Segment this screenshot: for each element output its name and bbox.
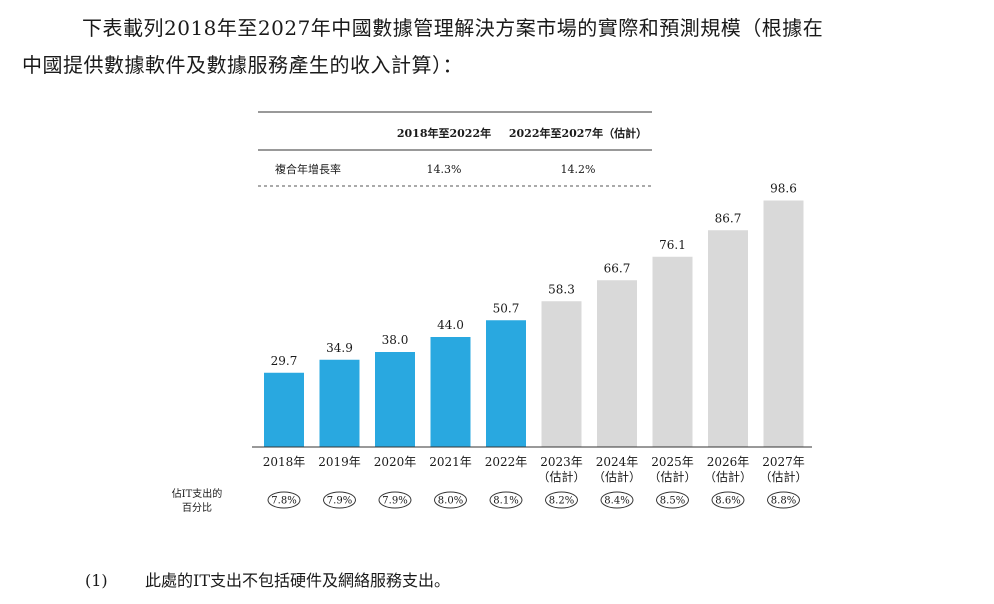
bar-value-label-10: 98.6 [770,182,797,196]
cagr-value-period-2: 14.2% [561,163,596,176]
it-spend-value-3: 7.9% [382,496,407,507]
cagr-value-period-1: 14.3% [427,163,462,176]
intro-line-2: 中國提供數據軟件及數據服務產生的收入計算）： [22,53,463,77]
it-spend-label-line-2: 百分比 [182,502,212,514]
x-tick-label-2: 2019年 [318,455,361,469]
bar-value-label-3: 38.0 [382,333,409,347]
it-spend-row: 佔IT支出的 百分比 7.8% 7.9% 7.9% 8.0% 8.1% 8.2% 8.4% 8… [172,487,800,514]
it-spend-value-9: 8.6% [715,496,740,507]
bar-value-label-7: 66.7 [604,261,631,275]
bar-value-label-6: 58.3 [548,282,575,296]
x-tick-label-9: 2026年 [707,455,750,469]
bar-1 [264,372,304,447]
it-spend-badge-9 [711,491,745,509]
bar-value-label-9: 86.7 [715,211,742,225]
x-tick-note-9: （估計） [704,469,752,484]
it-spend-value-10: 8.8% [771,496,796,507]
x-tick-label-8: 2025年 [651,455,694,469]
bar-series [264,200,804,447]
x-tick-label-6: 2023年 [540,455,583,469]
it-spend-value-8: 8.5% [660,496,685,507]
it-spend-badge-8 [656,491,689,509]
x-tick-label-3: 2020年 [374,455,417,469]
x-tick-label-10: 2027年 [762,455,805,469]
bar-8 [652,256,693,447]
bar-value-label-8: 76.1 [659,238,686,252]
x-tick-label-7: 2024年 [596,455,639,469]
it-spend-badge-5 [489,491,523,509]
bar-10 [763,200,804,447]
it-spend-badge-6 [545,491,578,509]
x-tick-note-8: （估計） [648,469,696,484]
cagr-header-period-1: 2018年至2022年 [397,126,491,140]
bar-3 [375,352,415,447]
cagr-header-period-2: 2022年至2027年（估計） [509,126,647,140]
cagr-row-label: 複合年增長率 [275,162,341,176]
intro-paragraph: 下表載列2018年至2027年中國數據管理解決方案市場的實際和預測規模（根據在 … [22,10,972,84]
x-axis-labels: 2018年 2019年 2020年 2021年 2022年 2023年（估計）2024年（… [263,455,808,484]
bar-2 [319,359,360,447]
bar-4 [430,337,471,447]
bar-9 [708,230,748,447]
it-spend-value-4: 8.0% [438,496,463,507]
it-spend-badge-3 [378,491,412,509]
it-spend-value-5: 8.1% [493,496,518,507]
bar-value-label-5: 50.7 [493,301,520,315]
it-spend-badge-7 [600,491,634,509]
it-spend-badge-10 [767,491,800,509]
x-tick-note-6: （估計） [537,469,585,484]
footnote-number: (1) [85,571,108,590]
bar-7 [597,280,637,447]
bar-value-labels: 29.7 34.9 38.0 44.0 50.7 58.3 66.7 76.1 86.7 98.6 [271,182,797,368]
x-tick-label-1: 2018年 [263,455,306,469]
bar-6 [541,301,582,447]
intro-line-1: 下表載列2018年至2027年中國數據管理解決方案市場的實際和預測規模（根據在 [82,16,824,40]
x-tick-label-5: 2022年 [485,455,528,469]
it-spend-value-7: 8.4% [604,496,629,507]
bar-5 [486,320,526,447]
it-spend-badge-4 [434,491,467,509]
it-spend-label-line-1: 佔IT支出的 [172,487,223,500]
cagr-table: 2018年至2022年 2022年至2027年（估計） 複合年增長率 14.3%… [258,111,652,187]
bar-value-label-4: 44.0 [437,318,464,332]
x-tick-label-4: 2021年 [429,455,472,469]
it-spend-value-1: 7.8% [271,496,296,507]
x-tick-note-10: （估計） [759,469,807,484]
it-spend-badge-1 [267,491,301,509]
bar-value-label-2: 34.9 [326,341,353,355]
it-spend-value-2: 7.9% [327,496,352,507]
footnote: (1) 此處的IT支出不包括硬件及網絡服務支出。 [85,567,450,591]
it-spend-value-6: 8.2% [549,496,574,507]
bar-value-label-1: 29.7 [271,354,298,368]
x-tick-note-7: （估計） [593,469,641,484]
footnote-text: 此處的IT支出不包括硬件及網絡服務支出。 [145,571,450,590]
it-spend-badge-2 [323,491,356,509]
